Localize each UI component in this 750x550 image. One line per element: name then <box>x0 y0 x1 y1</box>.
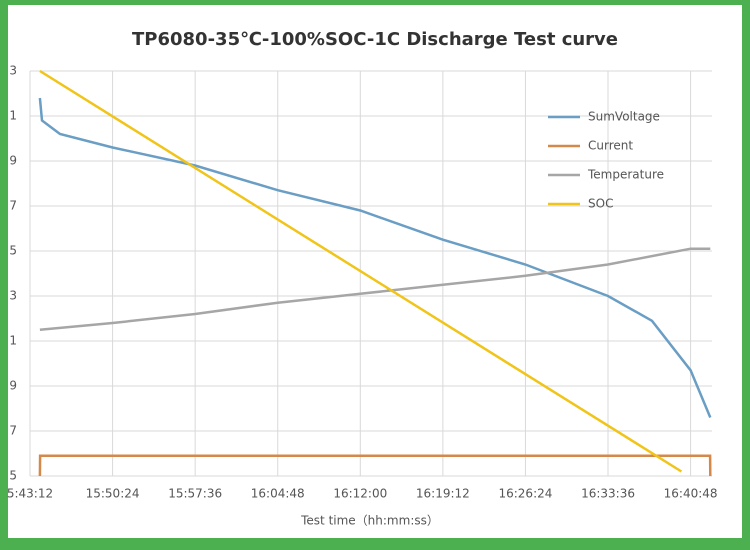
y-tick-label: 9 <box>9 379 17 393</box>
x-tick-label: 5:43:12 <box>7 487 53 501</box>
series-line <box>38 454 712 477</box>
x-tick-label: 16:12:00 <box>333 487 387 501</box>
series-line <box>39 69 683 473</box>
legend-label: SOC <box>588 197 613 211</box>
x-axis-label: Test time（hh:mm:ss） <box>300 514 439 528</box>
x-tick-label: 16:33:36 <box>581 487 635 501</box>
series-line <box>39 247 711 332</box>
y-tick-label: 3 <box>9 64 17 78</box>
y-tick-label: 3 <box>9 289 17 303</box>
y-tick-label: 7 <box>9 199 17 213</box>
y-tick-label: 1 <box>9 109 17 123</box>
legend-label: SumVoltage <box>588 110 660 124</box>
x-tick-label: 16:04:48 <box>251 487 305 501</box>
y-tick-label: 5 <box>9 469 17 483</box>
x-tick-label: 16:19:12 <box>416 487 470 501</box>
legend-label: Current <box>588 139 633 153</box>
series-line <box>38 97 712 418</box>
legend-label: Temperature <box>587 168 664 182</box>
x-tick-label: 15:50:24 <box>86 487 140 501</box>
chart-title: TP6080-35℃-100%SOC-1C Discharge Test cur… <box>132 29 618 50</box>
y-tick-label: 1 <box>9 334 17 348</box>
x-tick-label: 15:57:36 <box>168 487 222 501</box>
x-tick-label: 16:40:48 <box>664 487 718 501</box>
y-tick-label: 7 <box>9 424 17 438</box>
y-tick-label: 9 <box>9 154 17 168</box>
chart-background <box>8 5 742 538</box>
x-tick-label: 16:26:24 <box>498 487 552 501</box>
y-tick-label: 5 <box>9 244 17 258</box>
